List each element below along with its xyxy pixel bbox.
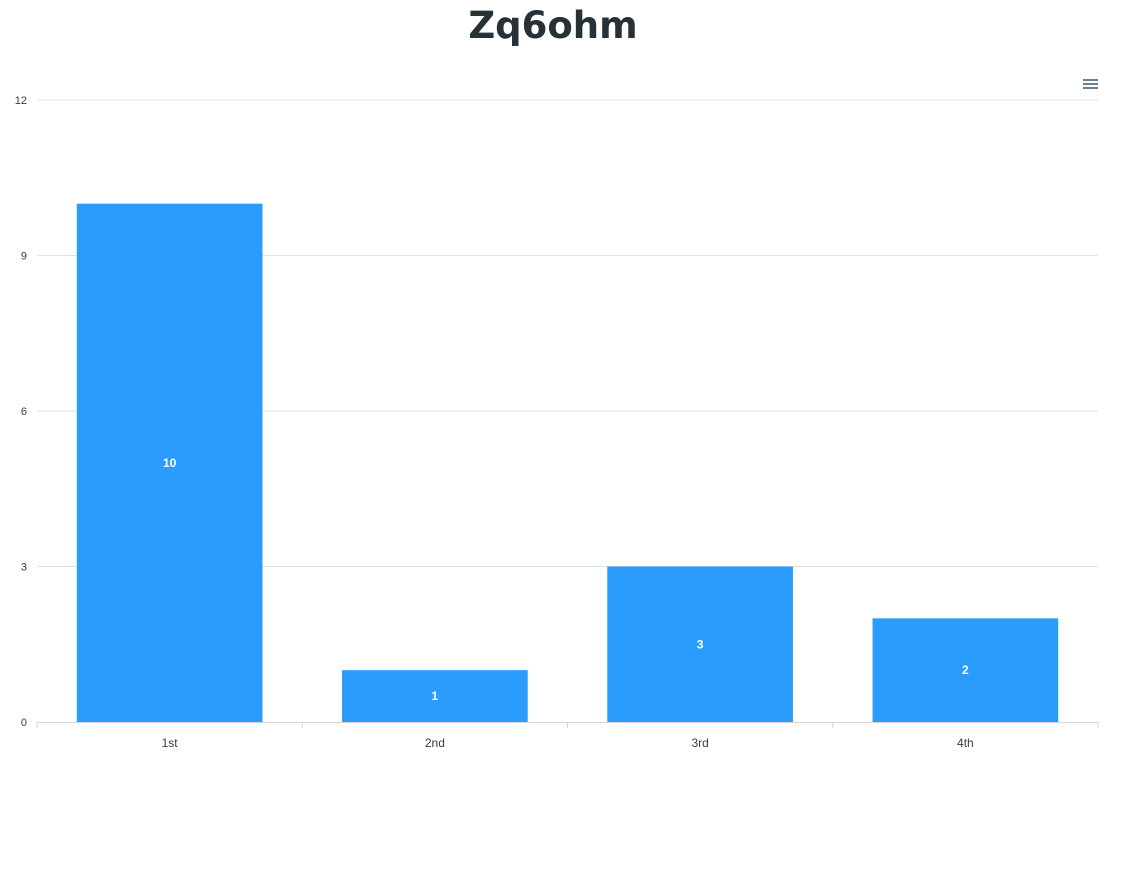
y-tick-label: 6 xyxy=(21,406,27,418)
bars xyxy=(76,203,1059,723)
bar-data-label: 10 xyxy=(163,456,177,470)
bar-data-label: 2 xyxy=(962,663,969,677)
x-category-label: 3rd xyxy=(691,736,708,750)
y-tick-label: 12 xyxy=(15,95,27,107)
chart-title: Zq6ohm xyxy=(468,4,638,47)
bar[interactable] xyxy=(76,203,263,722)
bar-data-label: 3 xyxy=(697,637,704,651)
chart-menu-button[interactable] xyxy=(1080,74,1102,94)
x-category-label: 1st xyxy=(162,736,179,750)
bar[interactable] xyxy=(872,618,1059,722)
x-category-label: 2nd xyxy=(425,736,445,750)
bar-data-label: 1 xyxy=(432,689,439,703)
y-tick-label: 0 xyxy=(21,717,27,729)
x-category-label: 4th xyxy=(957,736,974,750)
y-tick-label: 3 xyxy=(21,562,27,574)
bar[interactable] xyxy=(342,670,528,722)
y-tick-label: 9 xyxy=(21,251,27,263)
bar[interactable] xyxy=(607,566,793,723)
data-labels: 10 1 3 2 xyxy=(163,456,969,703)
